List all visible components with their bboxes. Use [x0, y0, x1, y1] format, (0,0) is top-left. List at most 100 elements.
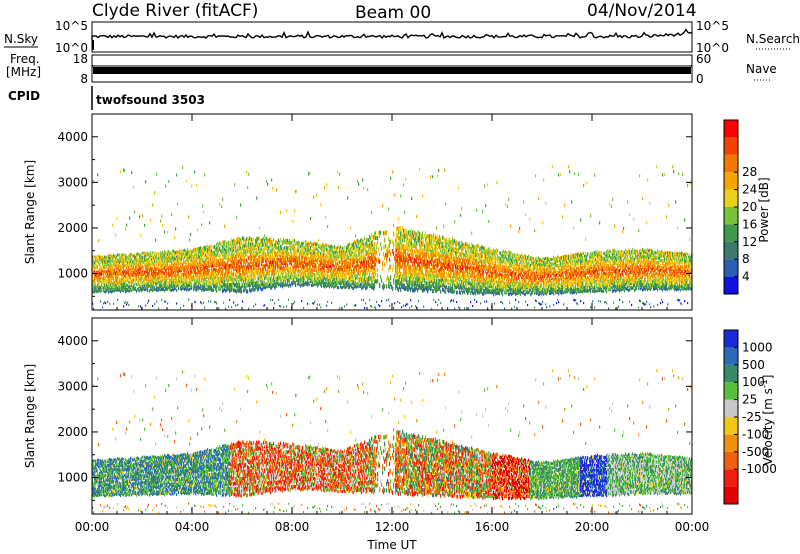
power-cell	[278, 277, 280, 281]
power-cell	[341, 276, 343, 280]
power-cell	[183, 260, 185, 264]
power-cell	[220, 284, 222, 289]
power-cell	[248, 249, 250, 254]
power-cell	[247, 281, 249, 285]
power-cell	[246, 268, 248, 273]
power-cell	[209, 262, 211, 266]
power-cell	[322, 255, 324, 259]
power-cell	[208, 247, 210, 252]
power-cell	[140, 263, 142, 267]
power-cell	[169, 253, 171, 257]
power-cell	[345, 257, 347, 261]
power-cell	[261, 279, 263, 284]
power-cell	[176, 275, 178, 279]
power-cell	[123, 258, 125, 262]
power-cell	[111, 276, 113, 280]
power-cell	[314, 277, 316, 281]
power-cell	[106, 283, 108, 287]
power-cell	[223, 240, 225, 244]
power-cell	[205, 245, 207, 249]
power-cell	[92, 302, 94, 305]
power-cell	[285, 272, 287, 276]
power-cell	[311, 271, 313, 275]
power-cell	[217, 252, 219, 257]
power-cell	[157, 288, 159, 292]
power-cell	[384, 284, 386, 289]
power-cell	[211, 253, 213, 257]
power-cell	[223, 271, 225, 276]
power-cell	[172, 280, 174, 284]
power-cell	[151, 278, 153, 282]
power-cell	[93, 288, 95, 291]
power-cell	[331, 248, 333, 252]
power-cell	[286, 272, 288, 276]
power-cell	[128, 268, 130, 272]
power-cell	[121, 253, 123, 257]
power-cell	[101, 260, 103, 264]
power-cell	[206, 257, 208, 261]
power-cell	[153, 272, 155, 276]
power-cell	[253, 242, 255, 247]
power-cell	[323, 255, 325, 259]
power-cell	[137, 266, 139, 269]
power-cell	[382, 204, 384, 208]
power-cell	[270, 277, 272, 281]
power-cell	[196, 253, 198, 257]
power-cell	[134, 262, 136, 266]
power-cell	[343, 282, 345, 286]
power-cell	[110, 262, 112, 266]
power-cell	[162, 276, 164, 280]
power-cell	[140, 286, 142, 290]
power-cell	[271, 239, 273, 244]
power-cell	[93, 290, 95, 294]
power-cell	[201, 223, 203, 227]
power-cell	[104, 286, 106, 290]
power-cell	[249, 243, 251, 248]
power-cell	[154, 278, 156, 282]
power-cell	[110, 272, 112, 276]
power-cell	[287, 240, 289, 245]
power-cell	[112, 264, 114, 268]
power-cell	[123, 289, 125, 293]
power-cell	[267, 284, 269, 289]
power-cell	[188, 261, 190, 265]
power-cell	[212, 277, 214, 282]
power-cell	[138, 267, 140, 271]
power-cell	[149, 270, 151, 274]
power-cell	[348, 286, 350, 290]
power-cell	[150, 260, 152, 264]
power-cell	[225, 240, 227, 244]
power-cell	[226, 263, 228, 267]
power-cell	[121, 258, 123, 262]
power-cell	[126, 303, 128, 306]
power-cell	[202, 265, 204, 269]
power-cell	[177, 279, 179, 283]
power-cell	[180, 260, 182, 264]
power-cell	[248, 283, 250, 288]
power-cell	[106, 255, 108, 259]
power-cell	[285, 238, 287, 242]
power-cell	[273, 262, 275, 266]
power-cell	[99, 267, 101, 271]
power-cell	[131, 257, 133, 261]
power-cell	[285, 279, 287, 284]
power-cell	[321, 247, 323, 251]
power-cell	[105, 285, 107, 289]
power-cell	[239, 288, 241, 293]
power-cell	[244, 244, 246, 248]
power-cell	[243, 258, 245, 263]
power-cell	[335, 284, 337, 289]
power-cell	[229, 251, 231, 256]
power-cell	[259, 284, 261, 289]
power-cell	[181, 269, 183, 273]
power-cell	[245, 249, 247, 253]
power-cell	[142, 269, 144, 273]
power-cell	[198, 282, 200, 286]
power-cell	[286, 276, 288, 280]
power-cell	[241, 277, 243, 282]
power-cell	[166, 283, 168, 287]
power-cell	[329, 247, 331, 251]
power-cell	[213, 261, 215, 265]
power-cell	[271, 280, 273, 285]
power-cell	[287, 256, 289, 261]
